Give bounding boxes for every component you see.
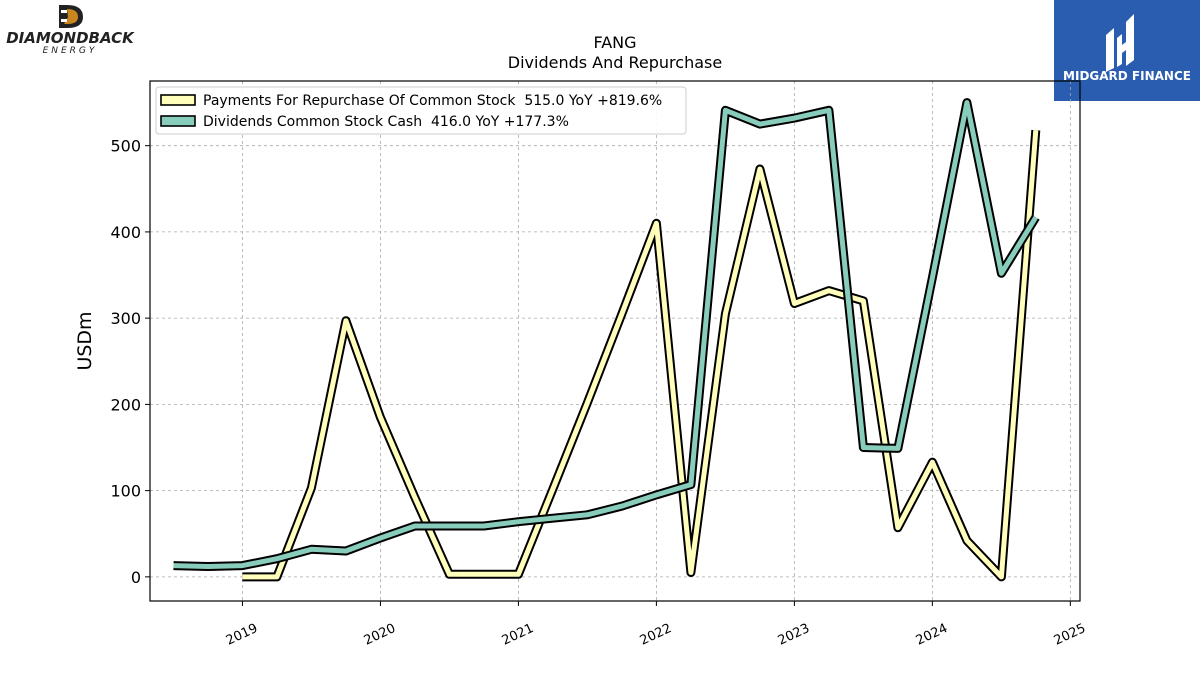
series-0-point <box>656 223 657 224</box>
series-0-point <box>380 417 381 418</box>
x-tick-label: 2023 <box>776 621 812 649</box>
y-tick-label: 200 <box>110 395 141 414</box>
series-1-point <box>1035 217 1036 218</box>
series-layer <box>173 98 1041 582</box>
diamondback-energy-logo: DIAMONDBACK ENERGY <box>0 0 145 60</box>
series-0-point <box>483 574 484 575</box>
y-tick-label: 300 <box>110 309 141 328</box>
series-1-point <box>345 551 346 552</box>
series-0-point <box>1001 576 1002 577</box>
series-1-point <box>966 102 967 103</box>
series-1-point <box>690 484 691 485</box>
plot-frame <box>149 80 1081 602</box>
series-1-point <box>276 558 277 559</box>
series-0-point <box>276 576 277 577</box>
series-0-point <box>690 572 691 573</box>
series-1-point <box>449 526 450 527</box>
series-0-point <box>587 402 588 403</box>
series-1-point <box>587 514 588 515</box>
midgard-emblem-icon <box>1106 14 1134 72</box>
logo-left-name: DIAMONDBACK <box>6 29 135 47</box>
grid-layer <box>150 81 1080 601</box>
series-1-point <box>863 447 864 448</box>
series-1-line <box>173 100 1038 569</box>
legend-swatch-0 <box>160 94 196 106</box>
series-1-point <box>518 521 519 522</box>
y-axis-label: USDm <box>74 311 96 370</box>
y-tick-label: 0 <box>131 568 141 587</box>
series-1-point <box>242 565 243 566</box>
series-1-point <box>932 277 933 278</box>
series-0-point <box>414 497 415 498</box>
series-1-point <box>414 526 415 527</box>
logo-left-sub: ENERGY <box>43 46 98 56</box>
series-0-point <box>518 574 519 575</box>
x-tick-label: 2025 <box>1052 621 1088 649</box>
series-1-point <box>380 538 381 539</box>
y-tick-label: 100 <box>110 482 141 501</box>
series-0-point <box>932 462 933 463</box>
legend-swatch-1 <box>160 115 196 127</box>
series-1-point <box>311 549 312 550</box>
series-1-point <box>1001 273 1002 274</box>
series-1-point <box>552 518 553 519</box>
x-tick-label: 2019 <box>224 621 260 649</box>
midgard-finance-logo: MIDGARD FINANCE <box>1054 0 1200 101</box>
legend: Payments For Repurchase Of Common Stock … <box>155 86 687 135</box>
series-0-point <box>828 290 829 291</box>
series-0-point <box>897 527 898 528</box>
x-tick-label: 2024 <box>914 621 950 649</box>
x-tick-label: 2020 <box>362 621 398 649</box>
x-tick-label: 2021 <box>500 621 536 649</box>
series-0-point <box>863 300 864 301</box>
logo-right-name: MIDGARD FINANCE <box>1063 69 1191 83</box>
series-1-point <box>828 110 829 111</box>
series-1-point <box>656 494 657 495</box>
series-0-line <box>242 130 1039 580</box>
series-0-point <box>242 576 243 577</box>
y-tick-label: 500 <box>110 137 141 156</box>
series-0-point <box>449 574 450 575</box>
diamondback-emblem-icon <box>59 5 83 28</box>
series-0-point <box>311 488 312 489</box>
series-1-point <box>725 110 726 111</box>
legend-label-1: Dividends Common Stock Cash 416.0 YoY +1… <box>203 114 569 130</box>
series-0-point <box>966 540 967 541</box>
series-1-point <box>759 124 760 125</box>
series-1-point <box>897 448 898 449</box>
series-0-point <box>552 488 553 489</box>
legend-label-0: Payments For Repurchase Of Common Stock … <box>203 93 662 109</box>
series-1-point <box>208 566 209 567</box>
series-0-point <box>759 169 760 170</box>
series-1-point <box>794 118 795 119</box>
series-1-point <box>621 506 622 507</box>
series-0-point <box>725 313 726 314</box>
series-0-point <box>1035 130 1036 131</box>
series-0-point <box>345 320 346 321</box>
series-1-point <box>173 565 174 566</box>
legend-box <box>155 86 687 135</box>
chart-title: FANG <box>593 33 636 52</box>
x-tick-label: 2022 <box>638 621 674 649</box>
series-1-outline <box>173 98 1040 571</box>
y-tick-label: 400 <box>110 223 141 242</box>
chart-subtitle: Dividends And Repurchase <box>508 53 722 72</box>
series-1-point <box>483 526 484 527</box>
series-0-point <box>621 313 622 314</box>
series-0-point <box>794 303 795 304</box>
